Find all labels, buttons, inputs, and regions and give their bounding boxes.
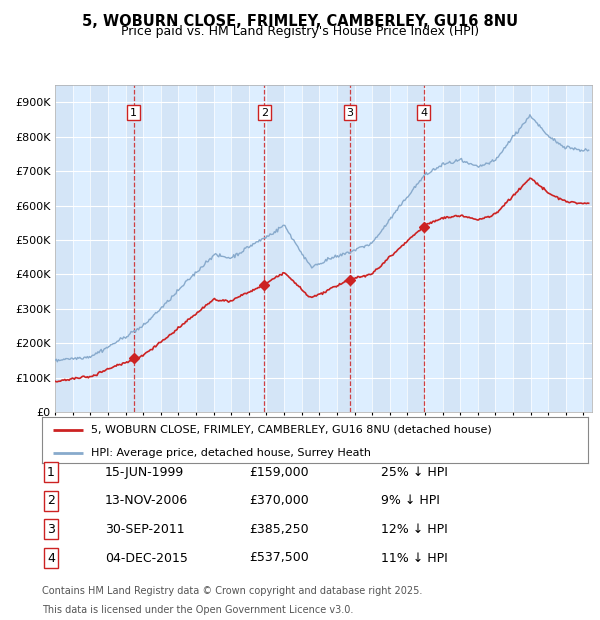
Text: 9% ↓ HPI: 9% ↓ HPI <box>381 495 440 507</box>
Text: 5, WOBURN CLOSE, FRIMLEY, CAMBERLEY, GU16 8NU (detached house): 5, WOBURN CLOSE, FRIMLEY, CAMBERLEY, GU1… <box>91 425 492 435</box>
Text: HPI: Average price, detached house, Surrey Heath: HPI: Average price, detached house, Surr… <box>91 448 371 458</box>
Bar <box>443 85 460 412</box>
Text: 1: 1 <box>47 466 55 479</box>
Text: 25% ↓ HPI: 25% ↓ HPI <box>381 466 448 479</box>
Text: Price paid vs. HM Land Registry's House Price Index (HPI): Price paid vs. HM Land Registry's House … <box>121 25 479 38</box>
Text: £537,500: £537,500 <box>249 552 309 564</box>
Bar <box>372 85 390 412</box>
Bar <box>161 85 178 412</box>
Text: 4: 4 <box>47 552 55 564</box>
Text: 4: 4 <box>420 107 427 118</box>
Bar <box>407 85 425 412</box>
Bar <box>125 85 143 412</box>
Text: 5, WOBURN CLOSE, FRIMLEY, CAMBERLEY, GU16 8NU: 5, WOBURN CLOSE, FRIMLEY, CAMBERLEY, GU1… <box>82 14 518 29</box>
Bar <box>548 85 566 412</box>
Bar <box>583 85 600 412</box>
Text: 30-SEP-2011: 30-SEP-2011 <box>105 523 185 536</box>
Text: 15-JUN-1999: 15-JUN-1999 <box>105 466 184 479</box>
Bar <box>337 85 355 412</box>
Text: 3: 3 <box>47 523 55 536</box>
Text: 2: 2 <box>260 107 268 118</box>
Text: This data is licensed under the Open Government Licence v3.0.: This data is licensed under the Open Gov… <box>42 605 353 615</box>
Bar <box>302 85 319 412</box>
Text: 04-DEC-2015: 04-DEC-2015 <box>105 552 188 564</box>
Text: Contains HM Land Registry data © Crown copyright and database right 2025.: Contains HM Land Registry data © Crown c… <box>42 587 422 596</box>
Text: 3: 3 <box>347 107 353 118</box>
Text: 1: 1 <box>130 107 137 118</box>
Bar <box>231 85 249 412</box>
Text: 13-NOV-2006: 13-NOV-2006 <box>105 495 188 507</box>
Bar <box>266 85 284 412</box>
Text: £159,000: £159,000 <box>249 466 308 479</box>
Bar <box>478 85 496 412</box>
Bar <box>196 85 214 412</box>
Text: £385,250: £385,250 <box>249 523 308 536</box>
Text: 2: 2 <box>47 495 55 507</box>
Text: £370,000: £370,000 <box>249 495 309 507</box>
Bar <box>55 85 73 412</box>
Text: 12% ↓ HPI: 12% ↓ HPI <box>381 523 448 536</box>
Bar <box>513 85 530 412</box>
Bar <box>91 85 108 412</box>
Text: 11% ↓ HPI: 11% ↓ HPI <box>381 552 448 564</box>
